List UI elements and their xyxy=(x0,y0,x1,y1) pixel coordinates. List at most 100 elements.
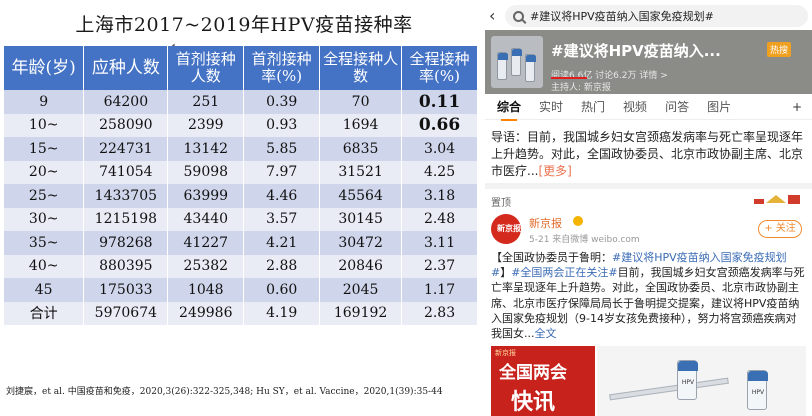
cell: 7.97 xyxy=(243,160,321,184)
media-source: 新京报 xyxy=(495,349,516,357)
cell: 30472 xyxy=(319,231,403,255)
syringe-icon xyxy=(609,377,729,401)
cell: 251 xyxy=(167,90,245,114)
avatar-text: 新京报 xyxy=(497,224,521,233)
slide-title: 上海市2017~2019年HPV疫苗接种率 xyxy=(75,14,413,36)
hot-badge: 热搜 xyxy=(767,42,792,57)
vaccine-vial-icon xyxy=(525,54,536,82)
cell: 25382 xyxy=(167,254,245,278)
cell: 3.11 xyxy=(401,231,478,255)
follow-button[interactable]: + 关注 xyxy=(758,220,802,238)
search-bar: ‹ #建议将HPV疫苗纳入国家免疫规划# xyxy=(489,4,808,28)
decoration-icon xyxy=(754,195,800,204)
post-topic-link[interactable]: #全国两会正在关注# xyxy=(511,266,618,280)
header-first-dose-count: 首剂接种人数 xyxy=(167,46,245,90)
table-total-row: 合计 5970674 249986 4.19 169192 2.83 xyxy=(4,301,478,325)
cell: 15~ xyxy=(4,137,85,161)
tab-comprehensive[interactable]: 综合 xyxy=(497,100,522,121)
back-arrow-icon[interactable]: ‹ xyxy=(489,6,496,25)
guide-more-link[interactable]: [更多] xyxy=(538,164,572,178)
header-full-course-rate: 全程接种率(%) xyxy=(401,46,478,90)
cell: 880395 xyxy=(83,254,169,278)
pinned-row: 置顶 xyxy=(491,191,806,209)
topic-banner[interactable]: #建议将HPV疫苗纳入... 热搜 阅读6.6亿 讨论6.2万 详情 > 主持人… xyxy=(485,30,812,94)
tab-add-button[interactable]: + xyxy=(791,99,802,114)
cell: 2.48 xyxy=(401,207,478,231)
full-text-link[interactable]: 全文 xyxy=(534,327,557,341)
cell: 20~ xyxy=(4,160,85,184)
cell: 2.37 xyxy=(401,254,478,278)
tab-images[interactable]: 图片 xyxy=(707,100,732,114)
cell: 20846 xyxy=(319,254,403,278)
cell: 63999 xyxy=(167,184,245,208)
cell: 45564 xyxy=(319,184,403,208)
tab-realtime[interactable]: 实时 xyxy=(539,100,564,114)
cell: 6835 xyxy=(319,137,403,161)
table-row: 10~ 258090 2399 0.93 1694 0.66 xyxy=(4,113,478,137)
cell: 169192 xyxy=(319,301,403,325)
cell: 70 xyxy=(319,90,403,114)
vial-label: HPV xyxy=(751,389,765,396)
cell: 25~ xyxy=(4,184,85,208)
tab-popular[interactable]: 热门 xyxy=(581,100,606,114)
news-flash-image[interactable]: 新京报 全国两会 快讯 xyxy=(491,346,595,416)
guide-text: 导语：目前，我国城乡妇女宫颈癌发病率与死亡率呈现逐年上升趋势。对此，全国政协委员… xyxy=(491,130,804,178)
post-meta: 5-21 来自微博 weibo.com xyxy=(529,235,640,245)
cell: 0.11 xyxy=(401,90,478,114)
citation: 刘捷宸，et al. 中国疫苗和免疫，2020,3(26):322-325,34… xyxy=(6,387,443,397)
pinned-label: 置顶 xyxy=(491,198,511,209)
cell: 10~ xyxy=(4,113,85,137)
cell: 258090 xyxy=(83,113,169,137)
vaccination-rate-table: 年龄(岁) 应种人数 首剂接种人数 首剂接种率(%) 全程接种人数 全程接种率(… xyxy=(4,46,478,325)
cell: 2.88 xyxy=(243,254,321,278)
cell: 4.21 xyxy=(243,231,321,255)
table-row: 45 175033 1048 0.60 2045 1.17 xyxy=(4,278,478,302)
header-target-count: 应种人数 xyxy=(83,46,169,90)
search-icon xyxy=(513,10,524,22)
weibo-phone-screen: ‹ #建议将HPV疫苗纳入国家免疫规划# #建议将HPV疫苗纳入... 热搜 阅… xyxy=(485,0,812,416)
cell: 31521 xyxy=(319,160,403,184)
cell: 3.57 xyxy=(243,207,321,231)
presentation-slide: 上海市2017~2019年HPV疫苗接种率 年龄(岁) 应种人数 首剂接种人数 … xyxy=(4,14,478,397)
cell: 249986 xyxy=(167,301,245,325)
vaccine-vial-icon: HPV xyxy=(747,370,768,410)
post-author: 新京报 新京报 5-21 来自微博 weibo.com + 关注 xyxy=(491,214,806,248)
vaccine-image[interactable]: HPV HPV xyxy=(597,346,806,416)
table-row: 40~ 880395 25382 2.88 20846 2.37 xyxy=(4,254,478,278)
search-input[interactable]: #建议将HPV疫苗纳入国家免疫规划# xyxy=(505,5,808,27)
divider xyxy=(485,183,812,189)
cell: 3.04 xyxy=(401,137,478,161)
tab-video[interactable]: 视频 xyxy=(623,100,648,114)
cell: 40~ xyxy=(4,254,85,278)
cell: 1694 xyxy=(319,113,403,137)
cell: 978268 xyxy=(83,231,169,255)
cell: 64200 xyxy=(83,90,169,114)
cell: 0.39 xyxy=(243,90,321,114)
topic-thumbnail xyxy=(491,36,543,88)
cell: 9 xyxy=(4,90,85,114)
header-full-course-count: 全程接种人数 xyxy=(319,46,403,90)
table-row: 30~ 1215198 43440 3.57 30145 2.48 xyxy=(4,207,478,231)
post-prefix: 【全国政协委员于鲁明： xyxy=(491,251,612,264)
cell: 43440 xyxy=(167,207,245,231)
cell: 5.85 xyxy=(243,137,321,161)
author-name[interactable]: 新京报 xyxy=(529,217,562,230)
cell: 741054 xyxy=(83,160,169,184)
table-header-row: 年龄(岁) 应种人数 首剂接种人数 首剂接种率(%) 全程接种人数 全程接种率(… xyxy=(4,46,478,90)
table-row: 15~ 224731 13142 5.85 6835 3.04 xyxy=(4,137,478,161)
vaccine-vial-icon: HPV xyxy=(677,360,698,400)
topic-host: 主持人: 新京报 xyxy=(551,83,611,93)
annotation-underline xyxy=(551,77,587,79)
cell: 30~ xyxy=(4,207,85,231)
avatar[interactable]: 新京报 xyxy=(491,214,521,244)
cell: 1433705 xyxy=(83,184,169,208)
tab-qa[interactable]: 问答 xyxy=(665,100,690,114)
cell: 13142 xyxy=(167,137,245,161)
cell: 0.66 xyxy=(401,113,478,137)
cell: 3.18 xyxy=(401,184,478,208)
table-row: 25~ 1433705 63999 4.46 45564 3.18 xyxy=(4,184,478,208)
topic-stats[interactable]: 阅读6.6亿 讨论6.2万 详情 > xyxy=(551,71,668,81)
cell: 合计 xyxy=(4,301,85,325)
post-topic-link[interactable]: #建议将HPV疫苗纳入国家免疫规划# xyxy=(491,251,787,280)
post-bracket: 】 xyxy=(500,266,512,280)
